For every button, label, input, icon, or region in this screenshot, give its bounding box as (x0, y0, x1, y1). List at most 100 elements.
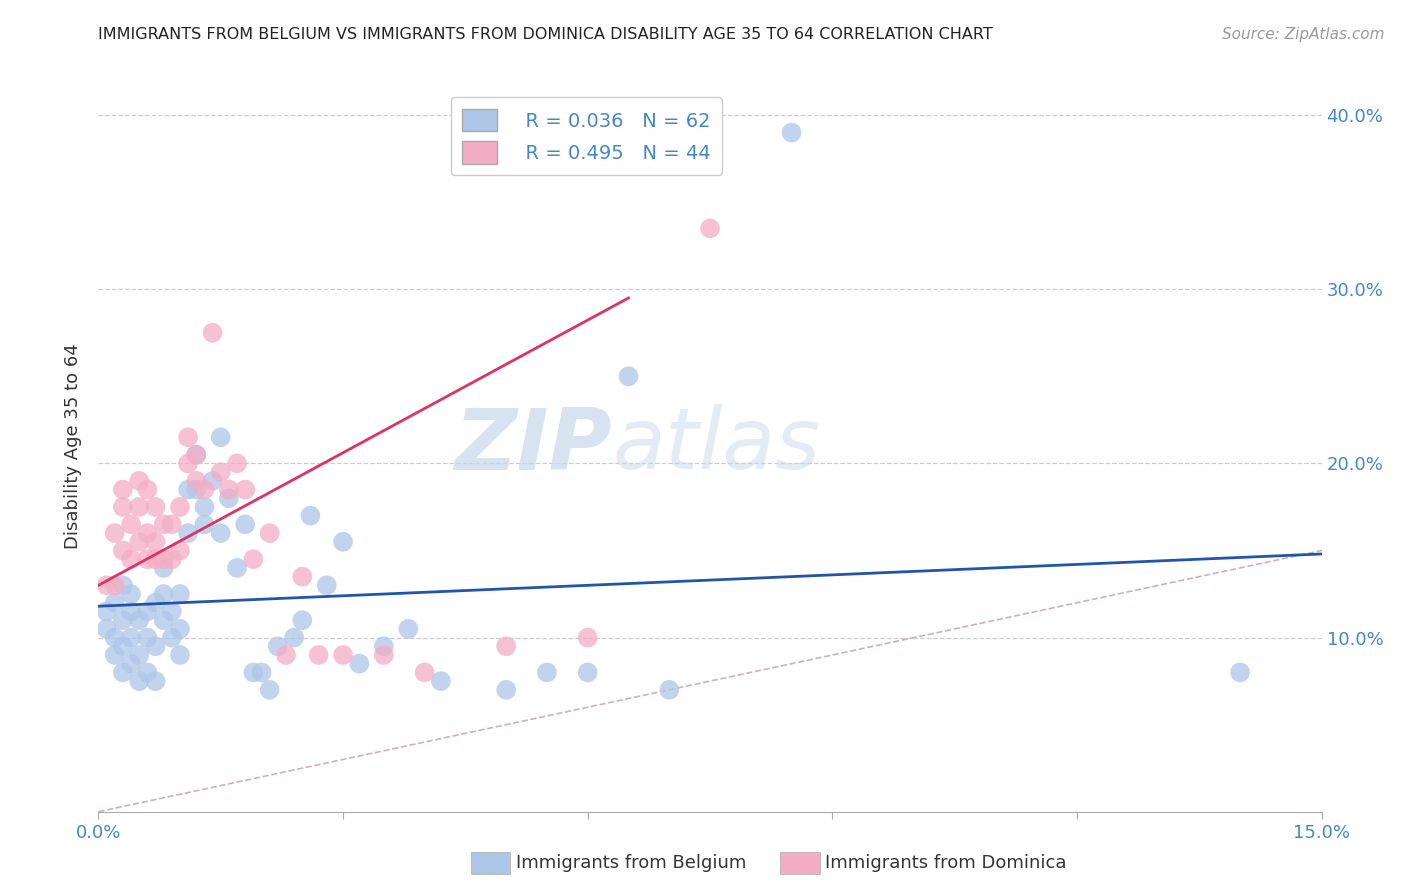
Point (136, 631, 159, 645)
Point (267, 640, 290, 654)
Point (291, 613, 314, 627)
Point (186, 474, 208, 488)
Point (186, 448, 208, 462)
Point (617, 369, 640, 384)
Point (209, 430, 232, 444)
Text: Immigrants from Dominica: Immigrants from Dominica (825, 855, 1067, 872)
Point (218, 491, 240, 506)
Point (233, 483, 256, 497)
Point (104, 578, 127, 592)
Point (315, 578, 337, 592)
Point (242, 665, 264, 680)
Point (299, 508, 322, 523)
Point (332, 648, 354, 662)
Point (226, 457, 249, 471)
Point (111, 613, 134, 627)
Point (136, 483, 159, 497)
Point (104, 596, 127, 610)
Text: ZIP: ZIP (454, 404, 612, 488)
Point (259, 526, 281, 541)
Point (120, 587, 142, 601)
Point (111, 500, 134, 514)
Point (308, 648, 330, 662)
Point (332, 534, 354, 549)
Point (128, 534, 150, 549)
Point (576, 631, 599, 645)
Point (242, 552, 264, 566)
Point (160, 604, 183, 618)
Point (169, 543, 191, 558)
Point (120, 552, 142, 566)
Point (193, 517, 215, 532)
Point (111, 543, 134, 558)
Point (145, 640, 167, 654)
Point (104, 648, 127, 662)
Point (128, 474, 150, 488)
Point (136, 552, 159, 566)
Legend:   R = 0.036   N = 62,   R = 0.495   N = 44: R = 0.036 N = 62, R = 0.495 N = 44 (451, 97, 723, 176)
Point (169, 648, 191, 662)
Point (145, 552, 167, 566)
Point (186, 483, 208, 497)
Point (96, 622, 118, 636)
Point (104, 631, 127, 645)
Text: Source: ZipAtlas.com: Source: ZipAtlas.com (1222, 27, 1385, 42)
Point (145, 534, 167, 549)
Point (169, 622, 191, 636)
Point (128, 674, 150, 689)
Point (152, 587, 174, 601)
Point (177, 526, 200, 541)
Point (128, 500, 150, 514)
Point (349, 657, 371, 671)
Point (128, 648, 150, 662)
Point (145, 596, 167, 610)
Point (152, 613, 174, 627)
Point (96, 578, 118, 592)
Point (111, 665, 134, 680)
Point (226, 561, 249, 575)
Point (104, 526, 127, 541)
Point (201, 474, 224, 488)
Point (177, 457, 200, 471)
Point (1229, 665, 1251, 680)
Point (495, 682, 517, 697)
Point (136, 526, 159, 541)
Point (193, 483, 215, 497)
Text: Immigrants from Belgium: Immigrants from Belgium (516, 855, 747, 872)
Point (201, 326, 224, 340)
Point (111, 640, 134, 654)
Point (373, 648, 395, 662)
Point (413, 665, 436, 680)
Point (250, 665, 273, 680)
Point (136, 665, 159, 680)
Point (160, 631, 183, 645)
Point (136, 604, 159, 618)
Point (495, 640, 517, 654)
Point (699, 221, 721, 235)
Point (120, 631, 142, 645)
Point (128, 613, 150, 627)
Point (152, 552, 174, 566)
Point (120, 604, 142, 618)
Point (152, 561, 174, 575)
Point (283, 631, 305, 645)
Point (396, 622, 419, 636)
Text: IMMIGRANTS FROM BELGIUM VS IMMIGRANTS FROM DOMINICA DISABILITY AGE 35 TO 64 CORR: IMMIGRANTS FROM BELGIUM VS IMMIGRANTS FR… (98, 27, 993, 42)
Point (145, 674, 167, 689)
Y-axis label: Disability Age 35 to 64: Disability Age 35 to 64 (65, 343, 83, 549)
Text: atlas: atlas (612, 404, 820, 488)
Point (177, 483, 200, 497)
Point (120, 517, 142, 532)
Point (169, 587, 191, 601)
Point (209, 526, 232, 541)
Point (111, 578, 134, 592)
Point (152, 517, 174, 532)
Point (536, 665, 558, 680)
Point (218, 483, 240, 497)
Point (209, 465, 232, 479)
Point (658, 682, 681, 697)
Point (111, 483, 134, 497)
Point (145, 500, 167, 514)
Point (177, 430, 200, 444)
Point (96, 604, 118, 618)
